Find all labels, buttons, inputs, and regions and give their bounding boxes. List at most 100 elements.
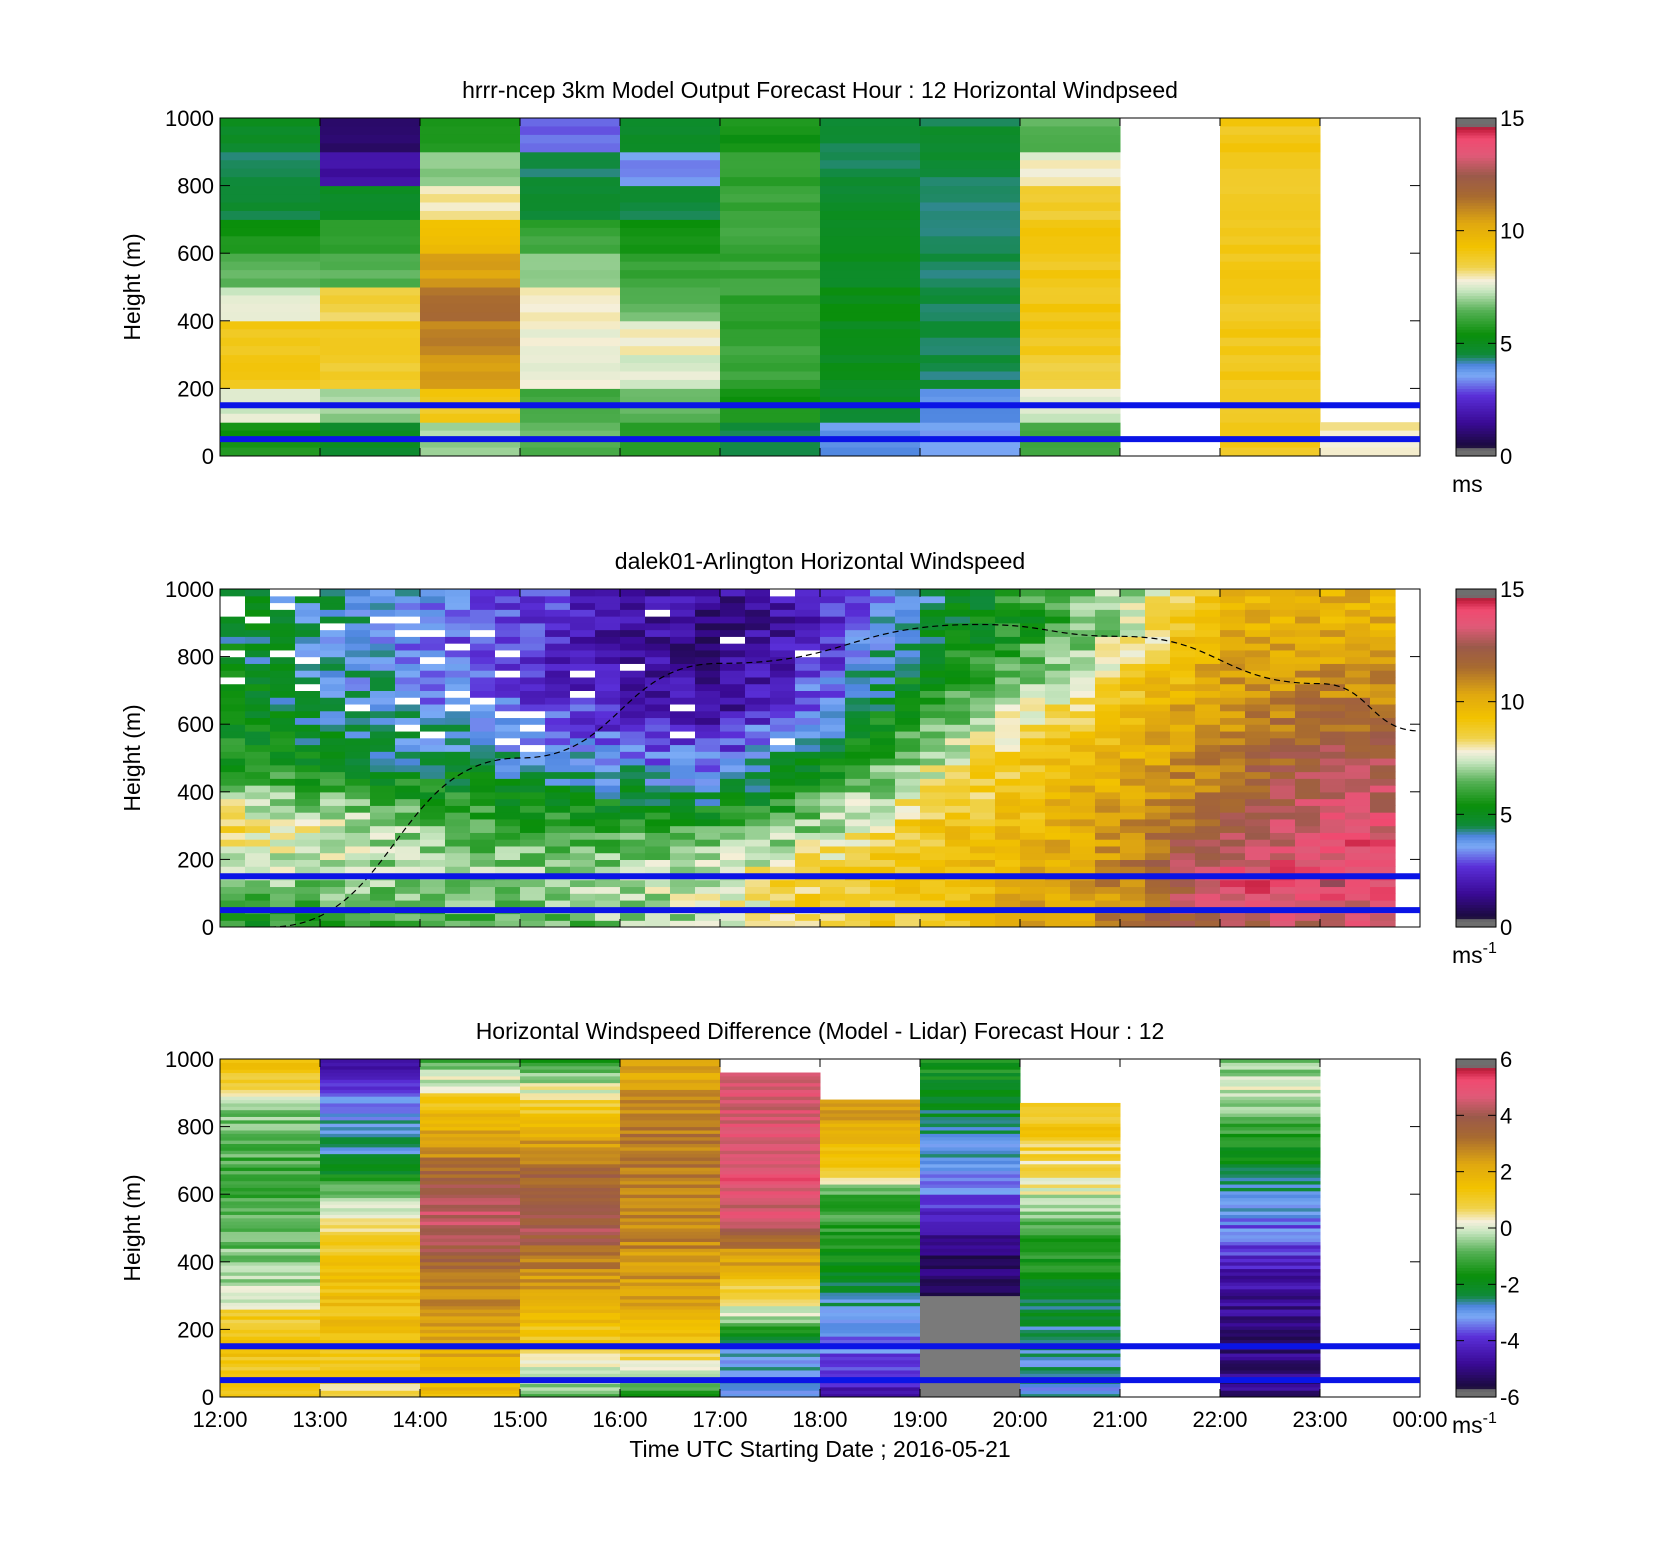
heatmap-cell: [620, 1129, 721, 1134]
heatmap-cell: [645, 589, 671, 597]
heatmap-cell: [720, 724, 746, 732]
heatmap-cell: [820, 1150, 921, 1155]
heatmap-cell: [320, 1383, 421, 1388]
heatmap-cell: [520, 899, 546, 908]
heatmap-cell: [920, 791, 946, 800]
heatmap-cell: [695, 866, 721, 874]
heatmap-cell: [845, 730, 871, 739]
colorbar-swatch: [1456, 160, 1496, 164]
heatmap-cell: [1220, 354, 1321, 364]
colorbar-swatch: [1456, 185, 1496, 190]
heatmap-cell: [520, 1363, 621, 1368]
heatmap-cell: [470, 636, 496, 644]
heatmap-cell: [1370, 812, 1396, 820]
heatmap-cell: [920, 379, 1021, 389]
heatmap-cell: [595, 676, 621, 685]
colorbar-swatch: [1456, 1067, 1496, 1071]
heatmap-cell: [1220, 1200, 1321, 1205]
heatmap-cell: [320, 1126, 421, 1131]
heatmap-cell: [970, 852, 996, 860]
heatmap-cell: [1195, 744, 1221, 752]
heatmap-cell: [1295, 832, 1321, 840]
colorbar-swatch: [1456, 1318, 1496, 1322]
heatmap-cell: [720, 227, 821, 237]
heatmap-cell: [1345, 866, 1371, 874]
heatmap-cell: [845, 805, 871, 813]
heatmap-cell: [645, 791, 671, 800]
heatmap-cell: [395, 602, 421, 610]
heatmap-cell: [320, 717, 346, 725]
heatmap-cell: [270, 758, 296, 766]
heatmap-cell: [1070, 636, 1096, 644]
heatmap-cell: [1195, 791, 1221, 800]
colorbar-swatch: [1456, 1346, 1496, 1350]
heatmap-cell: [1020, 1356, 1121, 1361]
heatmap-cell: [420, 764, 446, 773]
heatmap-cell: [920, 1353, 1021, 1357]
heatmap-cell: [520, 210, 621, 220]
heatmap-cell: [220, 622, 246, 631]
heatmap-cell: [1220, 1241, 1321, 1246]
heatmap-cell: [845, 778, 871, 786]
heatmap-cell: [395, 764, 421, 773]
heatmap-cell: [1220, 710, 1246, 719]
heatmap-cell: [320, 1184, 421, 1188]
heatmap-cell: [220, 185, 321, 195]
heatmap-cell: [320, 1170, 421, 1175]
heatmap-cell: [395, 913, 421, 921]
heatmap-cell: [1095, 859, 1121, 867]
heatmap-cell: [820, 1322, 921, 1327]
colorbar-swatch: [1456, 896, 1496, 900]
heatmap-cell: [220, 439, 321, 449]
heatmap-cell: [895, 690, 921, 698]
heatmap-cell: [470, 683, 496, 691]
heatmap-cell: [1220, 1231, 1321, 1236]
heatmap-cell: [420, 422, 521, 432]
heatmap-cell: [1220, 595, 1246, 604]
heatmap-cell: [720, 1177, 821, 1182]
heatmap-cell: [470, 649, 496, 658]
heatmap-cell: [795, 724, 821, 732]
heatmap-cell: [620, 118, 721, 127]
y-tick-label: 200: [177, 847, 214, 872]
heatmap-cell: [795, 629, 821, 637]
heatmap-cell: [1195, 778, 1221, 786]
heatmap-cell: [245, 649, 271, 658]
heatmap-cell: [620, 1200, 721, 1205]
heatmap-cell: [1020, 1366, 1121, 1371]
heatmap-cell: [320, 1322, 421, 1327]
heatmap-cell: [720, 737, 746, 746]
heatmap-cell: [1245, 710, 1271, 719]
colorbar-swatch: [1456, 1123, 1496, 1128]
heatmap-cell: [220, 1099, 321, 1104]
heatmap-cell: [270, 866, 296, 874]
heatmap-cell: [420, 371, 521, 381]
heatmap-cell: [1095, 595, 1121, 604]
heatmap-cell: [720, 1173, 821, 1178]
heatmap-cell: [1245, 812, 1271, 820]
heatmap-cell: [695, 832, 721, 840]
heatmap-cell: [1295, 703, 1321, 712]
heatmap-cell: [320, 1332, 421, 1337]
heatmap-cell: [720, 1136, 821, 1141]
heatmap-cell: [495, 771, 521, 779]
heatmap-cell: [220, 1298, 321, 1303]
heatmap-cell: [1220, 329, 1321, 339]
heatmap-cell: [520, 730, 546, 739]
heatmap-cell: [820, 1177, 921, 1182]
heatmap-cell: [620, 1275, 721, 1280]
heatmap-cell: [895, 886, 921, 894]
heatmap-cell: [1095, 683, 1121, 691]
heatmap-cell: [820, 303, 921, 313]
heatmap-cell: [745, 805, 771, 813]
heatmap-cell: [320, 227, 421, 237]
heatmap-cell: [870, 852, 896, 860]
heatmap-cell: [345, 710, 371, 719]
heatmap-cell: [470, 893, 496, 901]
heatmap-cell: [495, 920, 521, 927]
heatmap-cell: [1020, 805, 1046, 813]
heatmap-cell: [345, 845, 371, 854]
heatmap-cell: [970, 744, 996, 752]
heatmap-cell: [220, 1231, 321, 1236]
heatmap-cell: [420, 126, 521, 136]
